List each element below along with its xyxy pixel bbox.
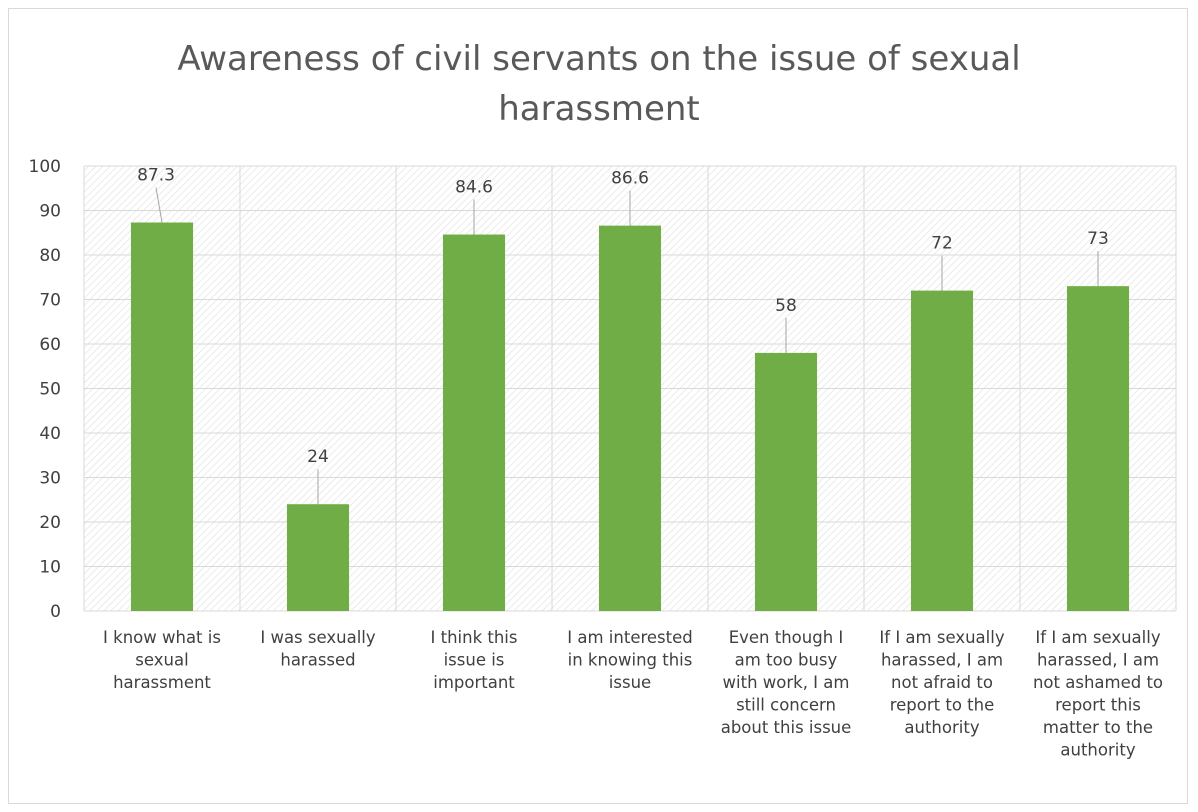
data-label: 87.3 [137,166,175,186]
data-label: 73 [1087,229,1109,249]
category-label-line: issue is [444,651,505,670]
y-axis: 0 10 20 30 40 50 60 70 80 90 100 [29,157,61,622]
data-label: 86.6 [611,169,649,189]
category-label-line: about this issue [721,718,852,737]
category-label-line: Even though I [729,628,844,647]
category-label-line: matter to the [1043,718,1153,737]
leader-lines [155,187,1099,505]
chart-title: Awareness of civil servants on the issue… [0,34,1198,134]
category-label-line: harassed, I am [881,651,1003,670]
category-label: I think this issue is important [431,628,518,692]
category-label: If I am sexually harassed, I am not ashame… [1033,628,1163,760]
x-axis: I know what is sexual harassment I was sexu… [103,628,1163,760]
bar [1066,286,1130,611]
category-label: I know what is sexual harassment [103,628,221,692]
y-tick-label: 90 [39,202,61,222]
chart-title-line-1: Awareness of civil servants on the issue… [177,39,1021,79]
category-label-line: If I am sexually [1035,628,1160,647]
category-label-line: am too busy [735,651,838,670]
category-label-line: report this [1055,696,1141,715]
category-label-line: important [433,673,515,692]
data-label: 58 [775,296,797,316]
category-label-line: report to the [890,696,995,715]
y-tick-label: 30 [39,469,61,489]
chart-title-line-2: harassment [498,89,700,129]
bar [130,222,194,611]
category-label: If I am sexually harassed, I am not afraid… [879,628,1004,737]
category-label-line: harassed, I am [1037,651,1159,670]
category-label-line: in knowing this [568,651,693,670]
data-label: 84.6 [455,178,493,198]
category-label-line: not afraid to [891,673,993,692]
category-label-line: authority [904,718,979,737]
category-label-line: I think this [431,628,518,647]
bar [910,290,974,611]
category-label: Even though I am too busy with work, I am s… [721,628,852,737]
category-label-line: I know what is [103,628,221,647]
category-label-line: sexual [135,651,188,670]
category-label-line: harassment [113,673,211,692]
y-tick-label: 20 [39,513,61,533]
y-tick-label: 60 [39,335,61,355]
category-label-line: issue [609,673,651,692]
y-tick-label: 50 [39,380,61,400]
bar [754,352,818,611]
category-label-line: I am interested [567,628,692,647]
y-tick-label: 10 [39,558,61,578]
category-label-line: still concern [736,696,836,715]
category-label: I am interested in knowing this issue [567,628,692,692]
leader-line [155,187,163,223]
bar [286,504,350,611]
bar [442,234,506,611]
y-tick-label: 40 [39,424,61,444]
data-label: 72 [931,234,953,254]
y-tick-label: 80 [39,246,61,266]
y-tick-label: 0 [50,602,61,622]
category-label-line: harassed [280,651,355,670]
bars [130,222,1130,611]
category-label-line: If I am sexually [879,628,1004,647]
bar [598,225,662,611]
category-label-line: authority [1060,741,1135,760]
category-label-line: not ashamed to [1033,673,1163,692]
y-tick-label: 70 [39,291,61,311]
data-label: 24 [307,447,329,467]
y-tick-label: 100 [29,157,61,177]
category-label-line: with work, I am [723,673,850,692]
category-label: I was sexually harassed [260,628,376,670]
category-label-line: I was sexually [260,628,376,647]
data-labels: 87.3 24 84.6 86.6 58 72 73 [137,166,1109,468]
